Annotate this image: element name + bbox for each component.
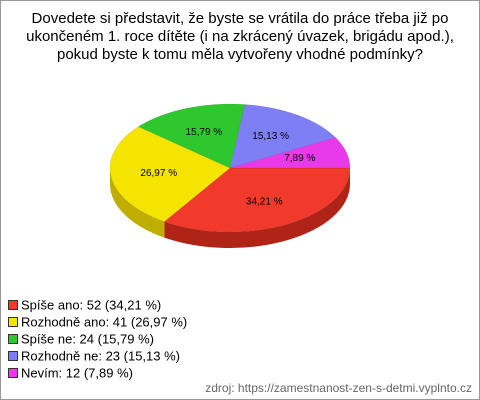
- legend-label: Spíše ne: 24 (15,79 %): [21, 331, 154, 346]
- slice-side: [164, 168, 350, 248]
- legend-swatch: [8, 351, 18, 361]
- slice: [229, 104, 337, 169]
- legend-swatch: [8, 334, 18, 344]
- value-label: 7,89 %: [284, 153, 315, 164]
- legend-swatch: [8, 300, 18, 310]
- value-label: 15,13 %: [252, 131, 289, 142]
- legend-label: Rozhodně ne: 23 (15,13 %): [21, 348, 180, 363]
- legend-label: Nevím: 12 (7,89 %): [21, 365, 133, 380]
- chart-title: ukončeném 1. roce dítěte (i na zkrácený …: [26, 28, 454, 45]
- value-label: 26,97 %: [140, 168, 177, 179]
- slice: [109, 126, 231, 222]
- slice: [163, 167, 351, 233]
- legend-label: Spíše ano: 52 (34,21 %): [21, 297, 161, 312]
- slice-side: [110, 168, 165, 238]
- value-label: 15,79 %: [185, 127, 222, 138]
- chart-title: pokud byste k tomu měla vytvořeny vhodné…: [57, 46, 423, 63]
- source: zdroj: https://zamestnanost-zen-s-detmi.…: [205, 381, 472, 395]
- slice: [229, 137, 351, 169]
- value-label: 34,21 %: [246, 196, 283, 207]
- chart-title: Dovedete si představit, že byste se vrát…: [32, 10, 449, 27]
- legend-swatch: [8, 317, 18, 327]
- legend-swatch: [8, 368, 18, 378]
- slice: [137, 103, 246, 169]
- legend-label: Rozhodně ano: 41 (26,97 %): [21, 314, 187, 329]
